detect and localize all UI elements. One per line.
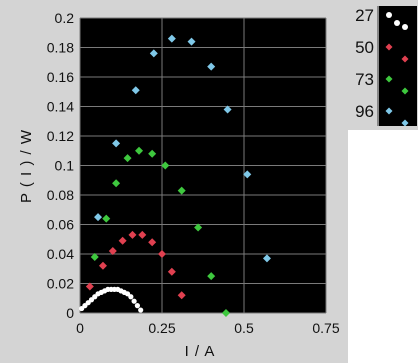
point-series-50 [85, 282, 94, 291]
point-series-27 [134, 303, 140, 309]
point-series-73 [102, 214, 111, 223]
y-tick-label: 0.06 [47, 217, 74, 233]
point-series-96 [207, 62, 216, 71]
point-series-96 [94, 213, 103, 222]
point-series-50 [138, 230, 147, 239]
point-series-50 [177, 291, 186, 300]
point-series-73 [90, 252, 99, 261]
x-tick-label: 0.5 [234, 320, 254, 336]
legend-marker-73 [385, 75, 393, 83]
point-series-50 [128, 230, 137, 239]
point-series-73 [177, 186, 186, 195]
point-series-73 [221, 309, 230, 317]
point-series-50 [167, 267, 176, 276]
data-points [79, 34, 271, 317]
y-tick-label: 0 [66, 305, 74, 321]
y-axis-title: P ( I ) / W [18, 129, 35, 203]
point-series-96 [223, 105, 232, 114]
point-series-96 [112, 139, 121, 148]
point-series-27 [138, 307, 144, 313]
y-tick-label: 0.2 [55, 10, 75, 26]
point-series-96 [167, 34, 176, 43]
chart-svg: 0 0.25 0.5 0.75 0 0.02 0.04 0.06 0.08 0.1 0.12 0.1… [18, 10, 340, 360]
point-series-50 [98, 261, 107, 270]
legend-label-50: 50 [355, 38, 374, 57]
y-tick-label: 0.1 [55, 158, 75, 174]
x-tick-label: 0.75 [312, 320, 339, 336]
y-tick-label: 0.08 [47, 187, 74, 203]
point-series-96 [187, 37, 196, 46]
legend-marker-27 [394, 20, 400, 26]
point-series-96 [262, 254, 271, 263]
y-tick-labels: 0 0.02 0.04 0.06 0.08 0.1 0.12 0.14 0.16 0.18 0.2 [47, 10, 74, 321]
x-tick-labels: 0 0.25 0.5 0.75 [76, 320, 340, 336]
point-series-73 [148, 149, 157, 158]
legend-swatches [385, 12, 409, 127]
point-series-73 [161, 161, 170, 170]
grid-lines [79, 17, 327, 314]
point-series-50 [158, 250, 166, 258]
point-series-73 [123, 154, 132, 163]
y-tick-label: 0.04 [47, 246, 74, 262]
legend-label-96: 96 [355, 102, 374, 121]
x-tick-label: 0 [76, 320, 84, 336]
point-series-96 [243, 170, 252, 179]
y-tick-label: 0.16 [47, 69, 74, 85]
point-series-96 [131, 86, 140, 95]
point-series-96 [149, 49, 158, 58]
legend-label-73: 73 [355, 70, 374, 89]
legend-label-27: 27 [355, 6, 374, 25]
x-axis-title: I / A [185, 343, 216, 360]
point-series-50 [108, 247, 117, 256]
legend-marker-27 [386, 12, 392, 18]
legend-marker-96 [401, 119, 409, 127]
point-series-73 [112, 179, 121, 188]
legend-swatch-column [377, 6, 417, 127]
point-series-50 [118, 236, 127, 245]
point-series-50 [148, 238, 157, 247]
y-tick-label: 0.18 [47, 40, 74, 56]
point-series-73 [135, 146, 144, 155]
legend-marker-73 [401, 87, 409, 95]
point-series-27 [128, 294, 134, 300]
point-series-27 [131, 298, 137, 304]
y-tick-label: 0.12 [47, 128, 74, 144]
point-series-73 [194, 223, 203, 232]
legend-marker-27 [402, 24, 408, 30]
x-tick-label: 0.25 [148, 320, 175, 336]
legend-marker-50 [401, 55, 409, 63]
y-tick-label: 0.02 [47, 276, 74, 292]
y-tick-label: 0.14 [47, 99, 74, 115]
point-series-73 [207, 272, 216, 281]
legend-marker-50 [385, 43, 393, 51]
legend-marker-96 [385, 107, 393, 115]
